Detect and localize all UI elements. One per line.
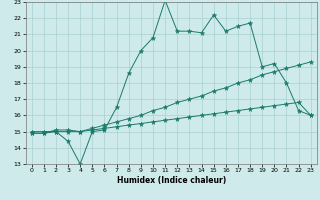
X-axis label: Humidex (Indice chaleur): Humidex (Indice chaleur) xyxy=(116,176,226,185)
